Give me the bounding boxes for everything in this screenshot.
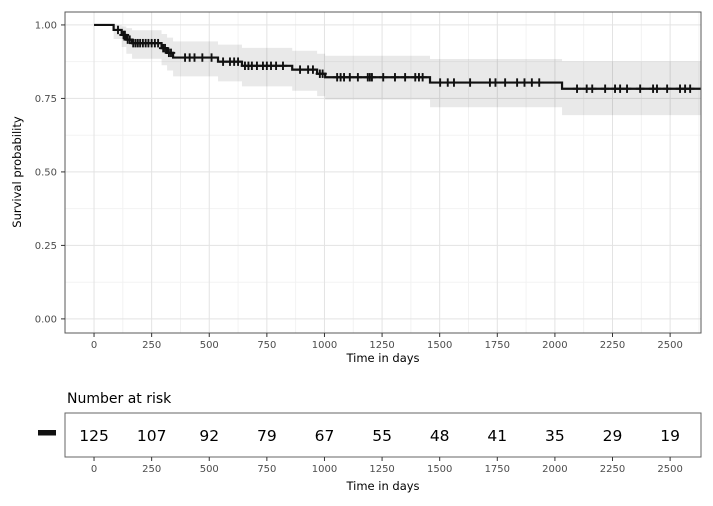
risk-count: 125 — [79, 427, 109, 445]
risk-axis-tick-label: 1750 — [485, 464, 510, 475]
x-axis-tick-label: 250 — [142, 340, 161, 351]
risk-count: 107 — [137, 427, 167, 445]
x-axis-tick-label: 2250 — [600, 340, 625, 351]
risk-axis-tick-label: 2250 — [600, 464, 625, 475]
x-axis-title: Time in days — [345, 351, 419, 365]
strata-dash-glyph — [38, 430, 56, 436]
x-axis-tick-label: 2000 — [542, 340, 567, 351]
risk-count: 79 — [257, 427, 277, 445]
risk-axis-tick-label: 1000 — [312, 464, 337, 475]
risk-axis-tick-label: 750 — [257, 464, 276, 475]
y-axis-tick-label: 1.00 — [35, 20, 57, 31]
x-axis-tick-label: 500 — [200, 340, 219, 351]
risk-axis-tick-label: 250 — [142, 464, 161, 475]
risk-count: 67 — [315, 427, 335, 445]
y-axis-tick-label: 0.75 — [35, 94, 57, 105]
chart-render-root: 0 250 500 750 1000 1250 1500 1750 2000 2250 25000.… — [35, 11, 702, 475]
risk-axis-tick-label: 1500 — [427, 464, 452, 475]
risk-count: 35 — [545, 427, 565, 445]
x-axis-tick-label: 2500 — [657, 340, 682, 351]
panel-border — [64, 11, 702, 334]
x-axis-tick-label: 1000 — [312, 340, 337, 351]
risk-x-axis-title: Time in days — [345, 479, 419, 493]
risk-count: 29 — [603, 427, 623, 445]
x-axis-tick-label: 1250 — [369, 340, 394, 351]
risk-count: 41 — [487, 427, 507, 445]
x-axis-tick-label: 1750 — [485, 340, 510, 351]
x-axis-tick-label: 1500 — [427, 340, 452, 351]
risk-axis-tick-label: 1250 — [369, 464, 394, 475]
risk-table-title: Number at risk — [67, 391, 172, 407]
risk-table-box — [64, 412, 702, 458]
risk-count: 92 — [199, 427, 219, 445]
risk-axis-tick-label: 0 — [91, 464, 97, 475]
y-axis-tick-label: 0.25 — [35, 241, 57, 252]
y-axis-tick-label: 0.00 — [35, 314, 57, 325]
risk-axis-tick-label: 500 — [200, 464, 219, 475]
y-axis-title: Survival probability — [10, 116, 24, 228]
risk-axis-tick-label: 2000 — [542, 464, 567, 475]
y-axis-tick-label: 0.50 — [35, 167, 57, 178]
risk-axis-tick-label: 2500 — [657, 464, 682, 475]
x-axis-tick-label: 0 — [91, 340, 97, 351]
x-axis-tick-label: 750 — [257, 340, 276, 351]
risk-count: 19 — [660, 427, 680, 445]
risk-count: 48 — [430, 427, 450, 445]
risk-count: 55 — [372, 427, 392, 445]
confidence-band — [113, 25, 701, 116]
